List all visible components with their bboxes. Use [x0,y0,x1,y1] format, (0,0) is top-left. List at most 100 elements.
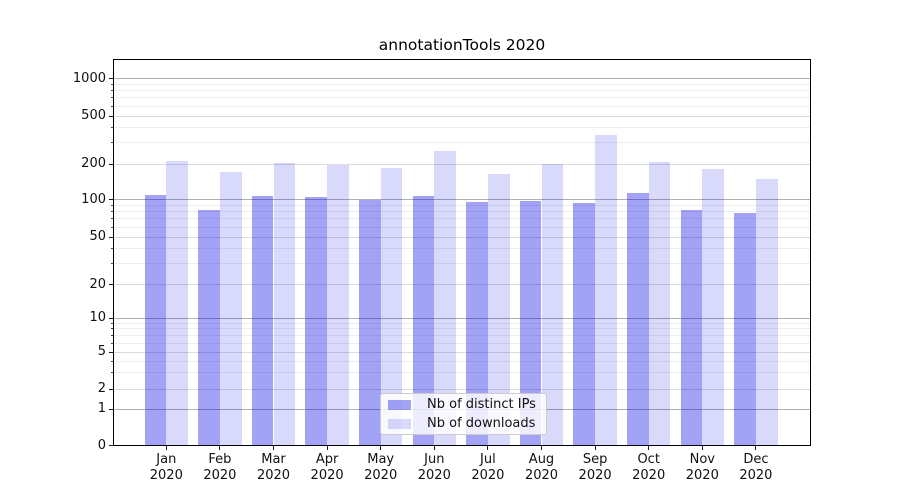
x-tick-label-aug: Aug 2020 [524,452,559,483]
legend-label-distinct-ips: Nb of distinct IPs [427,397,536,412]
bar-downloads-dec [755,179,778,446]
x-tick-label-jun: Jun 2020 [417,452,451,483]
legend-item-distinct-ips: Nb of distinct IPs [388,396,546,413]
y-tick-label-10: 10 [89,310,106,325]
y-minor-tickmark-600 [110,105,113,107]
bar-downloads-aug [541,164,564,446]
y-minor-gridline-300 [114,142,810,144]
bar-downloads-feb [219,172,242,446]
y-minor-gridline-3 [114,372,810,374]
x-tickmark-feb [219,446,221,450]
bar-distinct-ips-feb [198,210,220,446]
y-minor-gridline-40 [114,248,810,250]
x-tickmark-nov [701,446,703,450]
bar-downloads-apr [327,164,349,446]
x-tick-label-jul: Jul 2020 [471,452,505,483]
y-minor-tickmark-4 [110,360,113,362]
y-gridline-50 [114,236,810,238]
x-tickmark-may [380,446,382,450]
y-tickmark-200 [109,163,113,165]
bar-downloads-jan [166,160,189,446]
bar-downloads-mar [273,163,296,446]
y-minor-tickmark-60 [110,226,113,228]
x-tick-label-apr: Apr 2020 [310,452,344,483]
x-tick-label-feb: Feb 2020 [203,452,237,483]
y-gridline-2 [114,388,810,390]
y-minor-tickmark-80 [110,211,113,213]
y-minor-tickmark-900 [110,83,113,85]
x-tickmark-oct [648,446,650,450]
bar-distinct-ips-aug [519,200,542,446]
bar-distinct-ips-jan [144,194,167,446]
y-gridline-1000 [114,78,810,79]
y-minor-tickmark-70 [110,218,113,220]
y-minor-gridline-6 [114,342,810,344]
y-minor-gridline-70 [114,218,810,220]
y-tickmark-10 [109,317,113,319]
legend-item-downloads: Nb of downloads [388,415,546,432]
legend-swatch-downloads [388,418,411,429]
x-tick-label-oct: Oct 2020 [632,452,666,483]
y-minor-tickmark-800 [110,90,113,92]
bar-distinct-ips-apr [305,197,328,446]
bar-downloads-nov [702,169,725,446]
y-minor-tickmark-700 [110,97,113,99]
y-minor-tickmark-6 [110,342,113,344]
y-tick-label-100: 100 [81,191,106,207]
y-tick-label-200: 200 [81,156,106,172]
y-minor-tickmark-30 [110,262,113,264]
y-minor-gridline-30 [114,262,810,264]
y-tickmark-1000 [109,78,113,79]
legend-swatch-distinct-ips [388,399,411,410]
y-tickmark-5 [109,351,113,353]
y-minor-gridline-800 [114,90,810,92]
y-minor-gridline-90 [114,204,810,206]
bar-downloads-jun [434,150,457,446]
x-tick-label-dec: Dec 2020 [739,452,773,483]
x-tick-label-sep: Sep 2020 [578,452,612,483]
y-tickmark-500 [109,115,113,117]
bar-distinct-ips-dec [734,212,756,446]
y-gridline-20 [114,284,810,285]
y-tick-label-20: 20 [89,276,106,292]
bar-downloads-oct [648,161,671,446]
x-tickmark-jun [433,446,435,450]
bar-distinct-ips-sep [573,202,596,446]
x-tick-label-mar: Mar 2020 [256,452,291,483]
bar-distinct-ips-jun [412,196,435,446]
bar-downloads-jul [487,174,510,446]
y-gridline-500 [114,115,810,117]
y-minor-tickmark-3 [110,372,113,374]
y-minor-tickmark-400 [110,127,113,129]
y-minor-tickmark-300 [110,142,113,144]
y-tickmark-100 [109,199,113,200]
legend: Nb of distinct IPs Nb of downloads [380,393,547,435]
y-minor-tickmark-90 [110,204,113,206]
y-tick-label-50: 50 [89,229,106,244]
y-tickmark-2 [109,388,113,390]
y-minor-tickmark-40 [110,248,113,250]
y-minor-gridline-80 [114,211,810,213]
x-tickmark-dec [755,446,757,450]
legend-label-downloads: Nb of downloads [427,416,536,431]
y-minor-gridline-60 [114,226,810,228]
bar-distinct-ips-nov [680,210,703,446]
y-minor-tickmark-7 [110,334,113,336]
y-minor-tickmark-9 [110,322,113,324]
y-tick-label-0: 0 [97,437,106,453]
x-tick-label-may: May 2020 [364,452,398,483]
y-minor-tickmark-8 [110,328,113,330]
y-gridline-5 [114,351,810,353]
bar-distinct-ips-mar [251,196,274,446]
bar-distinct-ips-may [358,199,381,446]
x-tickmark-jul [487,446,489,450]
y-minor-gridline-8 [114,328,810,330]
y-tick-label-1: 1 [97,401,106,417]
x-tickmark-sep [594,446,596,450]
x-tick-label-jan: Jan 2020 [149,452,183,483]
x-tick-label-nov: Nov 2020 [685,452,719,483]
y-minor-gridline-7 [114,334,810,336]
y-tick-label-2: 2 [97,381,106,396]
bar-distinct-ips-jul [466,202,488,446]
